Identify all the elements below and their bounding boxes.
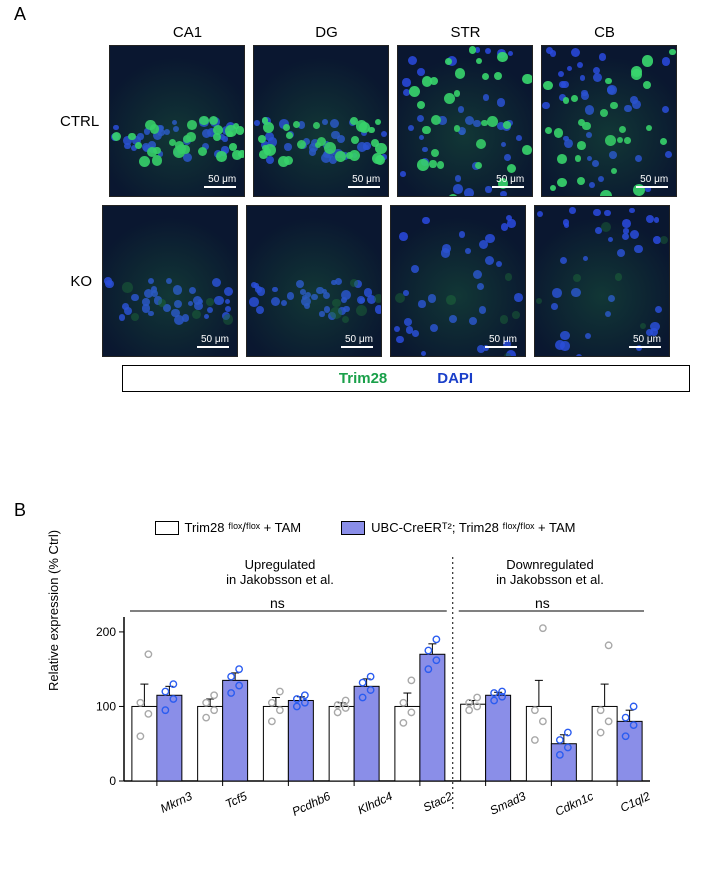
micrograph: 50 μm <box>246 205 382 357</box>
y-axis-label: Relative expression (% Ctrl) <box>46 530 61 691</box>
chart-legend: Trim28 ᶠˡᵒˣ/ᶠˡᵒˣ + TAM UBC-CreERᵀ²; Trim… <box>60 520 670 535</box>
micro-row-ctrl: CTRL 50 μm 50 μm 50 μm 50 μm <box>60 45 670 197</box>
stain-legend: Trim28 DAPI <box>122 365 690 392</box>
scalebar: 50 μm <box>485 334 517 348</box>
col-header: STR <box>400 24 531 41</box>
panel-a-col-headers: CA1 DG STR CB <box>122 24 670 41</box>
scalebar: 50 μm <box>204 174 236 188</box>
micrograph: 50 μm <box>109 45 245 197</box>
micrograph: 50 μm <box>534 205 670 357</box>
scalebar: 50 μm <box>348 174 380 188</box>
micrograph: 50 μm <box>397 45 533 197</box>
svg-text:200: 200 <box>96 625 116 639</box>
scalebar: 50 μm <box>197 334 229 348</box>
bar-chart: Relative expression (% Ctrl) Upregulated… <box>80 551 660 821</box>
stain-green-label: Trim28 <box>339 370 387 387</box>
row-label-ko: KO <box>60 273 102 290</box>
svg-text:100: 100 <box>96 699 116 713</box>
scalebar: 50 μm <box>629 334 661 348</box>
col-header: CA1 <box>122 24 253 41</box>
micrograph: 50 μm <box>253 45 389 197</box>
micrograph: 50 μm <box>390 205 526 357</box>
micrograph: 50 μm <box>541 45 677 197</box>
stain-blue-label: DAPI <box>437 370 473 387</box>
legend-ctrl: Trim28 ᶠˡᵒˣ/ᶠˡᵒˣ + TAM <box>155 520 302 535</box>
legend-ko-box <box>341 521 365 535</box>
legend-ko-text: UBC-CreERᵀ²; Trim28 ᶠˡᵒˣ/ᶠˡᵒˣ + TAM <box>371 520 575 535</box>
legend-ctrl-text: Trim28 ᶠˡᵒˣ/ᶠˡᵒˣ + TAM <box>185 520 302 535</box>
panel-b-label: B <box>14 500 26 521</box>
legend-ctrl-box <box>155 521 179 535</box>
col-header: DG <box>261 24 392 41</box>
scalebar: 50 μm <box>636 174 668 188</box>
panel-b: Trim28 ᶠˡᵒˣ/ᶠˡᵒˣ + TAM UBC-CreERᵀ²; Trim… <box>60 520 670 821</box>
chart-svg: 0 100 200 <box>80 551 660 821</box>
panel-a: CA1 DG STR CB CTRL 50 μm50 μm50 μm50 μm … <box>60 24 670 392</box>
col-header: CB <box>539 24 670 41</box>
scalebar: 50 μm <box>341 334 373 348</box>
micrograph: 50 μm <box>102 205 238 357</box>
legend-ko: UBC-CreERᵀ²; Trim28 ᶠˡᵒˣ/ᶠˡᵒˣ + TAM <box>341 520 575 535</box>
panel-a-label: A <box>14 4 26 25</box>
row-label-ctrl: CTRL <box>60 113 109 130</box>
svg-text:0: 0 <box>109 774 116 788</box>
micro-row-ko: KO 50 μm 50 μm 50 μm 50 μm <box>60 205 670 357</box>
scalebar: 50 μm <box>492 174 524 188</box>
